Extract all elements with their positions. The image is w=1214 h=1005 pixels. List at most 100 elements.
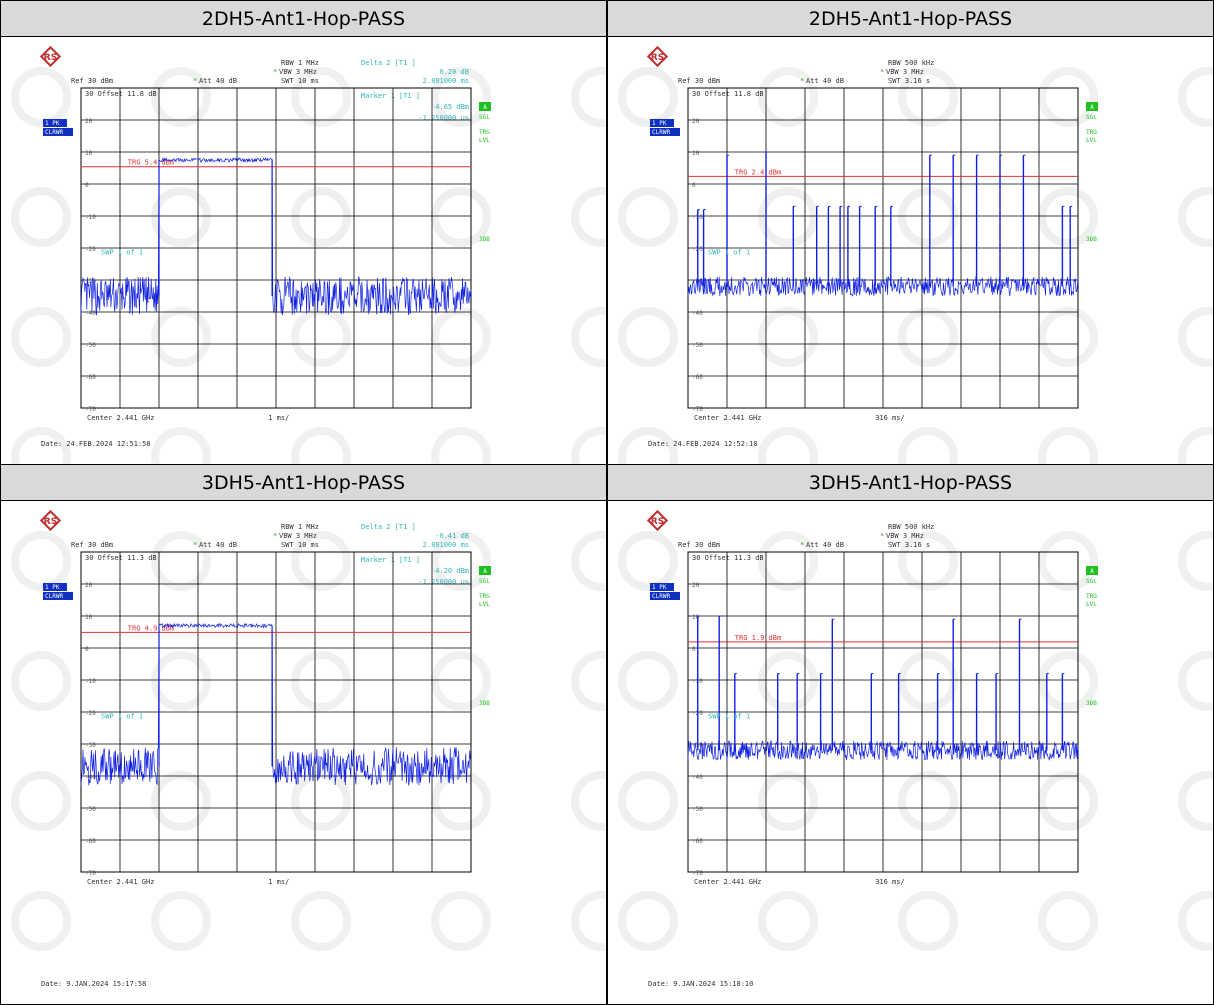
att-star: * [800, 77, 804, 85]
badge-a: A [1090, 104, 1094, 111]
plot-area [687, 551, 1079, 873]
rohde-schwarz-logo: RS [646, 45, 669, 68]
offset-label: 30 Offset 11.8 dB [85, 90, 157, 98]
y-tick-label: -20 [85, 246, 96, 253]
y-tick-label: -60 [692, 374, 703, 381]
badge-1pk-bg [43, 583, 67, 591]
marker-value-time: -1.250000 us [418, 578, 469, 586]
spectrum-screenshot: RS RBW 500 kHz VBW 3 MHz SWT 3.16 s Ref 30 d… [607, 36, 1214, 465]
y-tick-label: 10 [85, 150, 93, 157]
ref-label: Ref 30 dBm [678, 77, 720, 85]
delta-label: Delta 2 [T1 ] [361, 523, 416, 531]
delta-value-db: -0.41 dB [435, 532, 469, 540]
offset-label: 30 Offset 11.3 dB [85, 554, 157, 562]
y-tick-label: 10 [85, 614, 93, 621]
vbw-star: * [273, 532, 277, 540]
badge-lvl: LVL [1086, 137, 1097, 144]
badge-3db: 3DB [479, 700, 490, 707]
badge-1pk: 1 PK [45, 584, 60, 591]
spectrum-screenshot: RS RBW 1 MHz VBW 3 MHz SWT 10 ms Ref 30 dBm A… [0, 500, 607, 1005]
span-label: 1 ms/ [268, 414, 289, 422]
vbw-label: VBW 3 MHz [279, 68, 317, 76]
badge-a-bg [1086, 102, 1098, 111]
y-tick-label: 0 [692, 182, 696, 189]
trigger-label: TRG 5.4 dBm [128, 159, 174, 167]
y-tick-label: -10 [85, 678, 96, 685]
ref-label: Ref 30 dBm [71, 541, 113, 549]
delta-value-time: 2.891000 ms [423, 541, 469, 549]
y-tick-label: 20 [85, 582, 93, 589]
y-tick-label: -70 [85, 406, 96, 413]
att-label: Att 40 dB [806, 77, 844, 85]
y-tick-label: -60 [85, 374, 96, 381]
trace-line [687, 739, 1079, 762]
spectrum-screenshot: RS RBW 1 MHz VBW 3 MHz SWT 10 ms Ref 30 dBm A… [0, 36, 607, 465]
swt-label: SWT 3.16 s [888, 77, 930, 85]
badge-sgl: SGL [479, 578, 490, 585]
delta-value-time: 2.891000 ms [423, 77, 469, 85]
center-frequency: Center 2.441 GHz [694, 878, 761, 886]
date-stamp: Date: 24.FEB.2024 12:52:10 [648, 440, 758, 448]
y-tick-label: 20 [692, 582, 700, 589]
y-tick-label: 20 [692, 118, 700, 125]
marker-value-dbm: 4.65 dBm [435, 103, 469, 111]
y-tick-label: -60 [85, 838, 96, 845]
vbw-label: VBW 3 MHz [279, 532, 317, 540]
date-stamp: Date: 24.FEB.2024 12:51:58 [41, 440, 151, 448]
y-tick-label: 0 [692, 646, 696, 653]
vbw-star: * [880, 68, 884, 76]
offset-label: 30 Offset 11.8 dB [692, 90, 764, 98]
rbw-label: RBW 500 kHz [888, 59, 934, 67]
y-tick-label: -70 [85, 870, 96, 877]
sweep-label: SWP 1 of 1 [708, 248, 750, 256]
rohde-schwarz-logo: RS [39, 45, 62, 68]
watermark [618, 531, 1213, 951]
y-tick-label: -30 [85, 742, 96, 749]
badge-clrwr: CLRWR [45, 129, 63, 136]
badge-clrwr-bg [43, 592, 73, 600]
panel-header: 2DH5-Ant1-Hop-PASS [607, 0, 1214, 37]
panel-header: 3DH5-Ant1-Hop-PASS [607, 464, 1214, 501]
y-tick-label: -40 [85, 310, 96, 317]
center-frequency: Center 2.441 GHz [694, 414, 761, 422]
y-tick-label: -50 [85, 806, 96, 813]
span-label: 1 ms/ [268, 878, 289, 886]
rohde-schwarz-logo: RS [39, 509, 62, 532]
date-stamp: Date: 9.JAN.2024 15:18:10 [648, 980, 753, 988]
panel-header: 2DH5-Ant1-Hop-PASS [0, 0, 607, 37]
y-tick-label: -20 [85, 710, 96, 717]
span-label: 316 ms/ [875, 414, 905, 422]
y-tick-label: -60 [692, 838, 703, 845]
date-stamp: Date: 9.JAN.2024 15:17:58 [41, 980, 146, 988]
rohde-schwarz-logo: RS [646, 509, 669, 532]
y-tick-label: -70 [692, 406, 703, 413]
badge-lvl: LVL [479, 137, 490, 144]
y-tick-label: -50 [692, 342, 703, 349]
watermark [11, 531, 606, 951]
rbw-label: RBW 1 MHz [281, 523, 319, 531]
swt-label: SWT 3.16 s [888, 541, 930, 549]
trace-line [687, 275, 1079, 297]
y-tick-label: -40 [692, 774, 703, 781]
watermark [11, 67, 606, 464]
trigger-label: TRG 1.9 dBm [735, 634, 781, 642]
badge-1pk-bg [650, 119, 674, 127]
badge-trg: TRG [479, 593, 490, 600]
badge-trg: TRG [479, 129, 490, 136]
rbw-label: RBW 500 kHz [888, 523, 934, 531]
y-tick-label: 0 [85, 646, 89, 653]
plot-area [80, 87, 472, 409]
badge-a: A [483, 568, 487, 575]
badge-a-bg [479, 566, 491, 575]
badge-3db: 3DB [1086, 700, 1097, 707]
plot-area [687, 87, 1079, 409]
badge-sgl: SGL [1086, 114, 1097, 121]
att-label: Att 40 dB [199, 541, 237, 549]
offset-label: 30 Offset 11.3 dB [692, 554, 764, 562]
badge-1pk: 1 PK [652, 120, 667, 127]
trigger-label: TRG 4.9 dBm [128, 624, 174, 632]
delta-value-db: 0.20 dB [439, 68, 469, 76]
